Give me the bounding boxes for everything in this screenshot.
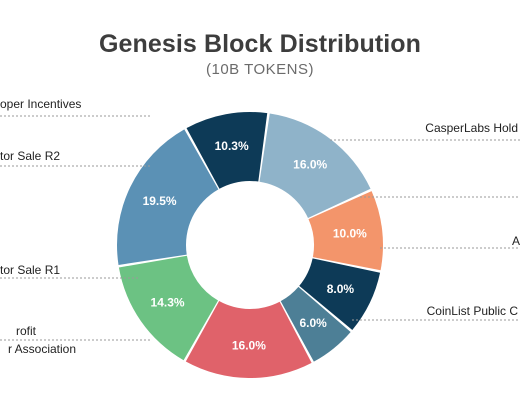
- slice-5: [185, 301, 312, 378]
- slice-6: [118, 255, 219, 361]
- slice-value-label-6: 14.3%: [151, 295, 185, 309]
- slice-value-label-8: 10.3%: [215, 139, 249, 153]
- slice-category-label-4: A: [512, 234, 520, 248]
- slice-value-label-1: 16.0%: [293, 157, 327, 171]
- slice-category-label-6-line-1: rofit: [16, 324, 37, 338]
- chart-title: Genesis Block Distribution: [98, 30, 422, 58]
- slice-category-label-5: CoinList Public C: [427, 304, 519, 318]
- slice-category-label-2: CasperLabs Hold: [425, 121, 518, 135]
- slice-value-label-4: 6.0%: [299, 316, 327, 330]
- slice-value-label-2: 10.0%: [333, 227, 367, 241]
- chart-subtitle: (10B TOKENS): [206, 61, 314, 78]
- slice-value-label-3: 8.0%: [327, 282, 355, 296]
- slice-category-label-8: tor Sale R2: [0, 149, 60, 163]
- slice-value-label-7: 19.5%: [143, 194, 177, 208]
- slice-category-label-6-line-2: r Association: [8, 342, 76, 356]
- slice-category-label-1: oper Incentives: [0, 97, 81, 111]
- slice-value-label-5: 16.0%: [232, 338, 266, 352]
- slice-category-label-7: tor Sale R1: [0, 263, 60, 277]
- slice-3: [299, 258, 381, 331]
- slice-7: [117, 129, 219, 265]
- slice-1: [259, 113, 371, 218]
- slice-4: [280, 286, 351, 362]
- slice-8: [186, 112, 268, 189]
- slice-2: [308, 191, 383, 271]
